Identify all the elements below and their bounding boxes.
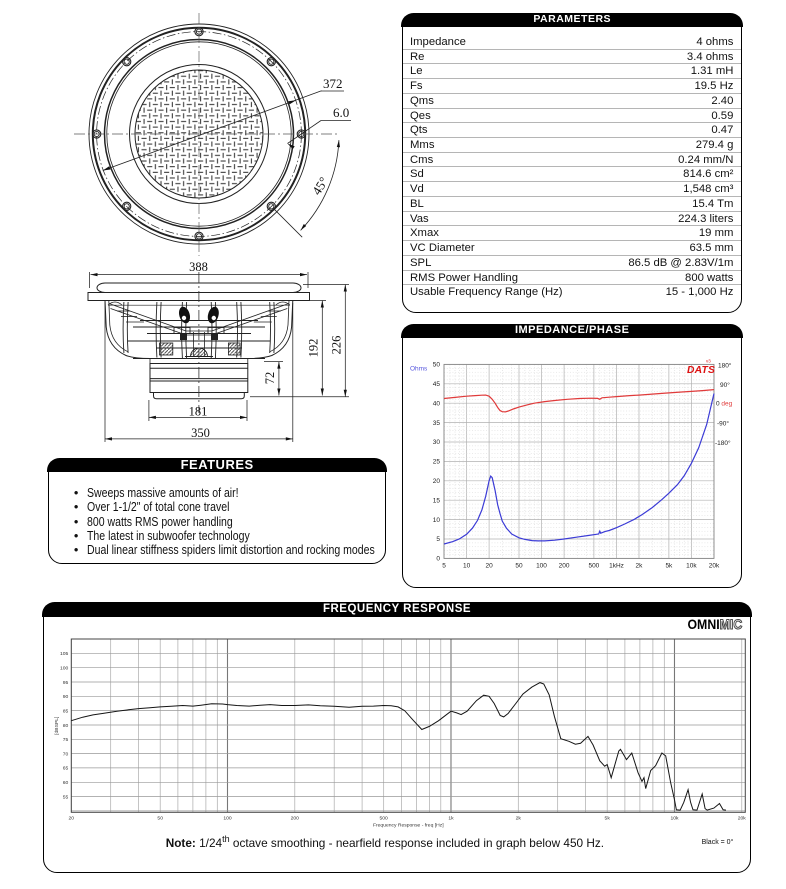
svg-text:30: 30 (433, 439, 441, 446)
svg-text:20: 20 (485, 562, 493, 569)
svg-text:20: 20 (68, 815, 74, 821)
svg-text:35: 35 (433, 419, 441, 426)
svg-text:1kHz: 1kHz (609, 562, 624, 569)
svg-text:Ohms: Ohms (410, 365, 428, 372)
svg-text:DATS: DATS (687, 365, 715, 376)
svg-text:10k: 10k (686, 562, 697, 569)
svg-text:-90°: -90° (717, 419, 729, 427)
svg-text:55: 55 (62, 794, 68, 800)
svg-text:180°: 180° (718, 361, 732, 369)
svg-text:2k: 2k (636, 562, 644, 569)
svg-text:192: 192 (307, 339, 321, 358)
svg-text:Frequency Response - freq [Hz]: Frequency Response - freq [Hz] (373, 822, 444, 828)
svg-text:100: 100 (536, 562, 547, 569)
svg-text:0 deg: 0 deg (716, 400, 733, 407)
svg-text:[dBSPL]: [dBSPL] (54, 716, 60, 735)
svg-text:50: 50 (157, 815, 163, 821)
svg-text:45: 45 (433, 381, 441, 388)
svg-text:85: 85 (62, 708, 68, 714)
svg-text:10k: 10k (670, 815, 679, 821)
svg-text:388: 388 (189, 260, 208, 274)
svg-text:6.0: 6.0 (333, 105, 349, 120)
svg-text:2k: 2k (515, 815, 521, 821)
svg-text:65: 65 (62, 765, 68, 771)
svg-text:60: 60 (62, 780, 68, 786)
svg-text:226: 226 (330, 336, 344, 355)
svg-text:5: 5 (436, 536, 440, 543)
svg-text:50: 50 (515, 562, 523, 569)
svg-text:90°: 90° (720, 380, 730, 388)
svg-text:100: 100 (223, 815, 232, 821)
svg-text:0: 0 (436, 555, 440, 562)
svg-text:50: 50 (433, 361, 441, 368)
svg-text:100: 100 (60, 665, 69, 671)
svg-text:181: 181 (189, 405, 208, 419)
svg-text:105: 105 (60, 651, 69, 657)
svg-text:70: 70 (62, 751, 68, 757)
svg-text:372: 372 (323, 76, 343, 91)
svg-text:80: 80 (62, 722, 68, 728)
svg-text:75: 75 (62, 737, 68, 743)
svg-text:25: 25 (433, 458, 441, 465)
svg-text:200: 200 (290, 815, 299, 821)
svg-text:1k: 1k (448, 815, 454, 821)
svg-text:20k: 20k (737, 815, 746, 821)
svg-text:10: 10 (463, 562, 471, 569)
svg-text:v3: v3 (706, 358, 711, 363)
svg-text:5: 5 (442, 562, 446, 569)
svg-text:5k: 5k (604, 815, 610, 821)
svg-text:500: 500 (379, 815, 388, 821)
svg-text:20k: 20k (709, 562, 720, 569)
svg-text:500: 500 (588, 562, 599, 569)
svg-text:45°: 45° (309, 174, 331, 197)
svg-text:95: 95 (62, 679, 68, 685)
svg-text:5k: 5k (665, 562, 673, 569)
svg-text:20: 20 (433, 478, 441, 485)
svg-text:200: 200 (559, 562, 570, 569)
svg-text:90: 90 (62, 694, 68, 700)
svg-text:350: 350 (191, 426, 210, 440)
svg-text:-180°: -180° (715, 439, 731, 447)
svg-text:72: 72 (263, 372, 277, 385)
svg-text:10: 10 (433, 516, 441, 523)
svg-text:40: 40 (433, 400, 441, 407)
svg-text:15: 15 (433, 497, 441, 504)
